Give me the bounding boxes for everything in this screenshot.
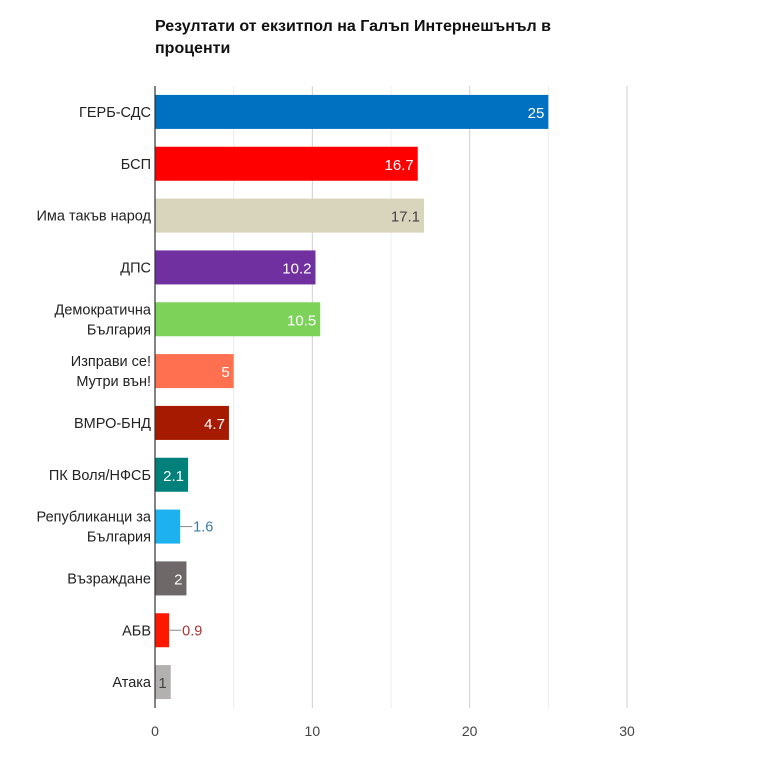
category-label: ВМРО-БНД <box>74 416 151 432</box>
category-label: Изправи се! <box>71 354 151 370</box>
category-label: Републиканци за <box>37 510 152 526</box>
category-label: Възраждане <box>67 571 151 587</box>
bar <box>155 94 549 129</box>
data-label: 25 <box>528 105 545 122</box>
data-label: 1.6 <box>193 520 213 536</box>
data-label: 5 <box>221 364 229 381</box>
bar <box>155 457 189 492</box>
bar <box>155 250 316 285</box>
category-label: ДПС <box>120 260 151 276</box>
data-label: 10.2 <box>282 260 311 277</box>
data-label: 4.7 <box>204 416 225 433</box>
bar <box>155 146 418 181</box>
category-label: АБВ <box>122 623 151 639</box>
bar <box>155 665 171 700</box>
category-label: Мутри вън! <box>76 374 151 390</box>
bar <box>155 613 170 648</box>
category-label: Демократична <box>55 302 152 318</box>
bar <box>155 509 181 544</box>
chart-title: Резултати от екзитпол на Галъп Интернешъ… <box>155 18 551 57</box>
x-tick-label: 0 <box>151 723 159 739</box>
bar <box>155 405 229 440</box>
category-label: ГЕРБ-СДС <box>79 105 151 121</box>
x-tick-label: 10 <box>305 723 321 739</box>
data-label: 10.5 <box>287 312 316 329</box>
x-tick-label: 20 <box>462 723 478 739</box>
category-label: България <box>87 530 151 546</box>
data-label: 16.7 <box>385 157 414 174</box>
category-label: ПК Воля/НФСБ <box>49 468 151 484</box>
data-label: 0.9 <box>182 623 202 639</box>
bar <box>155 354 234 389</box>
x-tick-label: 30 <box>619 723 635 739</box>
data-label: 1 <box>158 675 166 692</box>
bar <box>155 302 321 337</box>
category-label: Атака <box>112 675 152 691</box>
category-label: БСП <box>121 157 151 173</box>
data-label: 2.1 <box>163 468 184 485</box>
category-label: Има такъв народ <box>36 209 151 225</box>
bar <box>155 198 425 233</box>
category-label: България <box>87 322 151 338</box>
bar <box>155 561 187 596</box>
data-label: 2 <box>174 571 182 588</box>
data-label: 17.1 <box>391 209 420 226</box>
